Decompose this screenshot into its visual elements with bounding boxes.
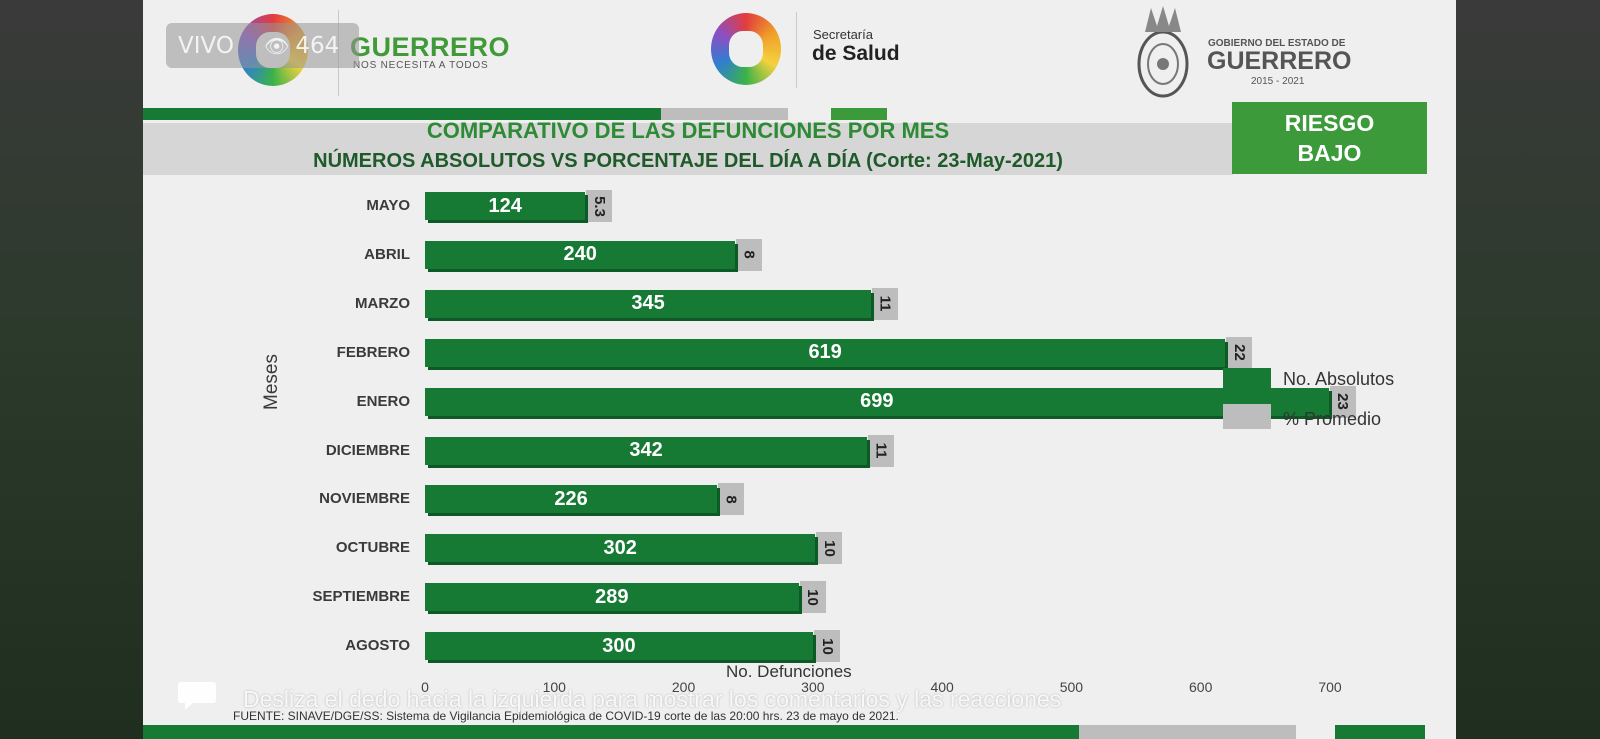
- chart-title: COMPARATIVO DE LAS DEFUNCIONES POR MES: [426, 118, 950, 143]
- header-green-bar: [143, 108, 661, 120]
- x-tick-label: 200: [671, 679, 696, 695]
- x-tick-label: 100: [542, 679, 566, 695]
- footer-gray-bar: [1079, 725, 1296, 739]
- bar-percent-label: 8: [740, 250, 758, 260]
- live-viewers-badge[interactable]: VIVO 👁 464: [166, 23, 359, 68]
- bar-percent-label: 5.3: [590, 195, 608, 217]
- presentation-slide: GUERRERO NOS NECESITA A TODOS Secretaría…: [143, 0, 1456, 739]
- salud-logo-icon: [711, 13, 781, 85]
- bar-percent: 11: [872, 287, 899, 320]
- bar-percent-label: 10: [818, 637, 836, 655]
- bar-absolute-label: 619: [808, 341, 842, 364]
- chart-subtitle: NÚMEROS ABSOLUTOS VS PORCENTAJE DEL DÍA …: [313, 150, 1063, 172]
- source-footnote: FUENTE: SINAVE/DGE/SS: Sistema de Vigila…: [233, 709, 899, 723]
- category-label: NOVIEMBRE: [319, 490, 410, 508]
- salud-small-text: Secretaría: [813, 27, 873, 42]
- bar-absolute-label: 124: [488, 194, 522, 217]
- bar-absolute: 226: [425, 485, 718, 514]
- bar-absolute-label: 699: [860, 390, 894, 413]
- bar-absolute-label: 289: [595, 585, 629, 608]
- bar-percent-label: 11: [872, 442, 890, 459]
- live-label: VIVO: [178, 32, 234, 59]
- x-tick-label: 0: [421, 679, 429, 695]
- category-label: AGOSTO: [345, 637, 410, 655]
- view-count: 464: [295, 32, 340, 59]
- risk-badge: RIESGO BAJO: [1232, 102, 1427, 174]
- category-label: MARZO: [355, 294, 410, 312]
- bar-absolute-label: 300: [602, 634, 636, 657]
- bar-percent-label: 10: [804, 588, 822, 606]
- footer-accent-bar: [1335, 725, 1425, 739]
- category-label: DICIEMBRE: [325, 441, 410, 459]
- gob-big-text: GUERRERO: [1207, 47, 1352, 75]
- bar-percent: 10: [816, 532, 843, 565]
- bar-percent: 11: [868, 434, 895, 467]
- bar-percent-label: 10: [820, 539, 838, 557]
- category-label: ENERO: [356, 392, 410, 410]
- bar-absolute-label: 302: [603, 536, 637, 559]
- header-gray-bar: [661, 108, 788, 120]
- x-axis-title: No. Defunciones: [726, 662, 852, 681]
- x-tick-label: 400: [930, 679, 954, 695]
- x-tick-label: 700: [1318, 679, 1342, 695]
- x-tick-label: 300: [801, 679, 825, 695]
- bar-percent: 10: [813, 630, 840, 663]
- swipe-hint: Desliza el dedo hacia la izquierda para …: [243, 686, 1062, 712]
- guerrero-tagline: NOS NECESITA A TODOS: [353, 60, 489, 71]
- gob-small-text: GOBIERNO DEL ESTADO DE: [1208, 38, 1346, 49]
- bar-absolute-label: 226: [554, 487, 588, 510]
- category-label: ABRIL: [364, 245, 410, 263]
- bar-percent: 8: [736, 238, 763, 271]
- category-label: MAYO: [366, 197, 410, 214]
- bar-percent: 23: [1329, 385, 1356, 418]
- eye-icon: 👁: [263, 33, 290, 58]
- bar-absolute: 699: [425, 387, 1329, 416]
- bar-absolute-label: 240: [563, 243, 597, 266]
- bar-absolute: 240: [425, 240, 736, 269]
- bar-absolute-label: 342: [629, 439, 663, 461]
- bar-absolute: 302: [425, 534, 816, 563]
- bar-percent-label: 22: [1230, 344, 1248, 362]
- footer-green-bar: [143, 725, 1079, 739]
- guerrero-brand: GUERRERO: [350, 32, 511, 62]
- category-label: FEBRERO: [336, 343, 410, 361]
- state-coat-of-arms-icon: [1137, 6, 1189, 98]
- category-label: OCTUBRE: [335, 539, 410, 557]
- legend-label-promedio: % Promedio: [1283, 409, 1382, 429]
- bar-absolute: 300: [425, 632, 813, 661]
- gob-years-text: 2015 - 2021: [1251, 76, 1305, 87]
- bar-percent-label: 8: [722, 495, 740, 504]
- bar-percent: 8: [718, 483, 745, 516]
- bar-absolute: 619: [425, 338, 1226, 367]
- bar-absolute-label: 345: [631, 292, 665, 315]
- legend-label-absolutos: No. Absolutos: [1283, 369, 1395, 389]
- bar-percent: 5.3: [586, 190, 613, 222]
- header-divider: [796, 12, 797, 88]
- title-band: [143, 123, 1233, 175]
- risk-line1: RIESGO: [1284, 110, 1375, 136]
- category-label: SEPTIEMBRE: [312, 588, 410, 606]
- bar-absolute: 345: [425, 289, 872, 318]
- bar-absolute: 289: [425, 583, 799, 612]
- header-accent-bar: [831, 108, 887, 120]
- legend-swatch-absolutos: [1223, 368, 1271, 393]
- risk-line2: BAJO: [1297, 140, 1362, 166]
- legend-swatch-promedio: [1223, 404, 1271, 429]
- bar-percent: 10: [799, 581, 826, 614]
- bar-percent-label: 23: [1334, 393, 1352, 410]
- bar-absolute: 342: [425, 436, 868, 465]
- bar-percent: 22: [1226, 336, 1253, 369]
- x-tick-label: 600: [1189, 679, 1213, 695]
- bar-percent-label: 11: [876, 295, 894, 312]
- x-tick-label: 500: [1059, 679, 1084, 695]
- bar-absolute: 124: [425, 192, 586, 220]
- salud-big-text: de Salud: [812, 42, 900, 65]
- chat-bubble-icon[interactable]: [177, 680, 217, 712]
